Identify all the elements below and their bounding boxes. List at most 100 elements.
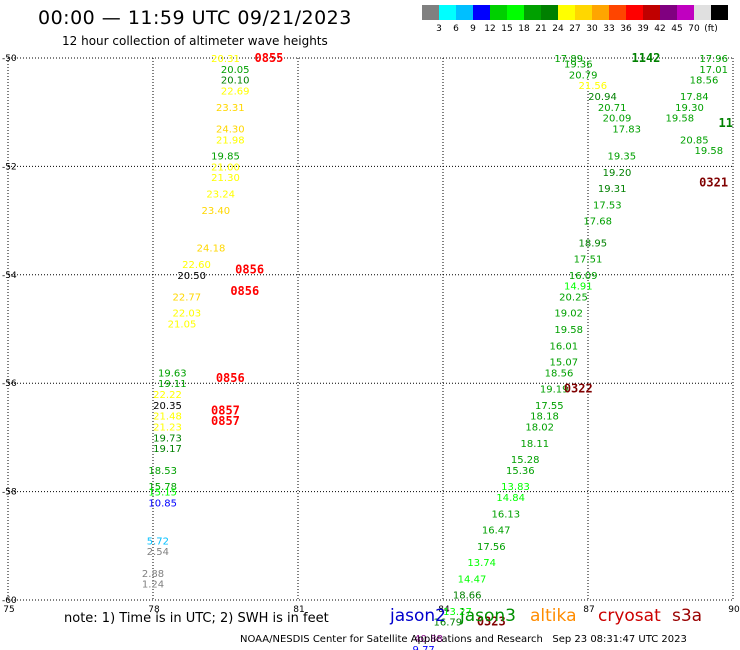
color-swatch xyxy=(541,5,558,20)
swh-point: 17.84 xyxy=(680,92,709,103)
swh-point: 16.47 xyxy=(482,526,511,537)
color-swatch xyxy=(422,5,439,20)
color-scale-label: 45 xyxy=(671,24,683,34)
color-swatch xyxy=(558,5,575,20)
color-scale-label: 39 xyxy=(637,24,649,34)
swh-point: 19.02 xyxy=(554,309,583,320)
color-swatch xyxy=(473,5,490,20)
swh-point: 20.79 xyxy=(569,70,598,81)
swh-point: 14.91 xyxy=(564,282,593,293)
swh-point: 16.01 xyxy=(550,341,579,352)
y-tick-label: -50 xyxy=(2,54,17,64)
swh-point: 19.58 xyxy=(695,146,724,157)
swh-point: 20.94 xyxy=(588,92,617,103)
color-scale-label: 30 xyxy=(586,24,598,34)
swh-point: 22.77 xyxy=(173,292,202,303)
swh-point: 19.20 xyxy=(603,168,632,179)
swh-point: 19.31 xyxy=(598,184,627,195)
note-text: note: 1) Time is in UTC; 2) SWH is in fe… xyxy=(64,611,329,626)
color-scale-label: 24 xyxy=(552,24,564,34)
pass-time-label: 0321 xyxy=(699,176,728,190)
swh-point: 17.68 xyxy=(583,217,612,228)
swh-point: 23.31 xyxy=(216,103,245,114)
swh-point: 17.55 xyxy=(535,401,564,412)
swh-point: 18.95 xyxy=(579,238,608,249)
swh-point: 17.83 xyxy=(612,124,641,135)
swh-point: 13.27 xyxy=(443,607,472,618)
x-tick-label: 81 xyxy=(293,605,304,615)
swh-point: 24.18 xyxy=(197,244,226,255)
swh-point: 40.88 xyxy=(414,634,443,645)
color-scale-label: 33 xyxy=(603,24,615,34)
color-swatch xyxy=(524,5,541,20)
pass-time-label: 0856 xyxy=(216,371,245,385)
color-swatch xyxy=(660,5,677,20)
x-tick-label: 75 xyxy=(3,605,14,615)
swh-point: 18.66 xyxy=(453,591,482,602)
swh-point: 21.98 xyxy=(216,135,245,146)
swh-point: 17.89 xyxy=(554,54,583,65)
color-swatch xyxy=(456,5,473,20)
swh-point: 15.07 xyxy=(550,358,579,369)
color-swatch xyxy=(575,5,592,20)
swh-point: 14.47 xyxy=(458,574,487,585)
swh-point: 21.30 xyxy=(211,173,240,184)
color-swatch xyxy=(626,5,643,20)
swh-point: 20.25 xyxy=(559,292,588,303)
swh-point: 19.63 xyxy=(158,368,187,379)
swh-point: 17.01 xyxy=(699,65,728,76)
swh-point: 2.54 xyxy=(147,547,169,558)
pass-time-label: 0856 xyxy=(230,284,259,298)
swh-point: 17.53 xyxy=(593,200,622,211)
swh-point: 15.36 xyxy=(506,466,535,477)
swh-point: 20.31 xyxy=(211,54,240,65)
swh-point: 22.60 xyxy=(182,260,211,271)
swh-point: 20.50 xyxy=(177,271,206,282)
swh-point: 19.30 xyxy=(675,103,704,114)
swh-point: 16.79 xyxy=(434,618,463,629)
color-swatch xyxy=(677,5,694,20)
swh-point: 24.30 xyxy=(216,124,245,135)
page-title: 00:00 — 11:59 UTC 09/21/2023 xyxy=(38,7,352,29)
color-swatch xyxy=(643,5,660,20)
swh-point: 19.11 xyxy=(158,379,187,390)
swh-point: 15.78 xyxy=(148,482,177,493)
swh-point: 18.56 xyxy=(690,76,719,87)
pass-time-label: 0856 xyxy=(235,262,264,276)
swh-point: 18.02 xyxy=(525,423,554,434)
color-swatch xyxy=(694,5,711,20)
swh-point: 21.00 xyxy=(211,162,240,173)
color-scale-label: 27 xyxy=(569,24,581,34)
swh-point: 19.85 xyxy=(211,152,240,163)
swh-point: 15.28 xyxy=(511,455,540,466)
swh-point: 21.23 xyxy=(153,423,182,434)
swh-point: 20.05 xyxy=(221,65,250,76)
color-scale-label: 18 xyxy=(518,24,530,34)
swh-point: 19.58 xyxy=(666,114,695,125)
pass-time-label: 0323 xyxy=(477,615,506,629)
color-swatch xyxy=(490,5,507,20)
x-tick-label: 84 xyxy=(438,605,450,615)
swh-point: 19.73 xyxy=(153,433,182,444)
swh-point: 20.71 xyxy=(598,103,627,114)
color-scale-label: 3 xyxy=(436,24,442,34)
pass-time-label: 0857 xyxy=(211,403,240,417)
swh-point: 20.35 xyxy=(153,401,182,412)
swh-point: 13.74 xyxy=(467,558,496,569)
y-tick-label: -56 xyxy=(2,379,17,389)
swh-point: 9.77 xyxy=(413,645,435,650)
swh-point: 13.83 xyxy=(501,482,530,493)
swh-point: 22.22 xyxy=(153,390,182,401)
map-axes: 75 78 81 84 87 90 -50 -52 -54 -56 -58 -60 xyxy=(2,54,740,615)
swh-point: 22.69 xyxy=(221,87,250,98)
color-scale-label: 15 xyxy=(501,24,513,34)
swh-point: 21.48 xyxy=(153,412,182,423)
mission-legend-s3a: s3a xyxy=(672,606,703,626)
mission-legend-jason2: jason2 xyxy=(390,606,446,626)
swh-point: 5.72 xyxy=(147,536,169,547)
swh-point: 15.15 xyxy=(148,488,177,499)
swh-point: 10.85 xyxy=(148,498,177,509)
swh-point: 16.09 xyxy=(569,271,598,282)
swh-point: 14.84 xyxy=(496,493,525,504)
